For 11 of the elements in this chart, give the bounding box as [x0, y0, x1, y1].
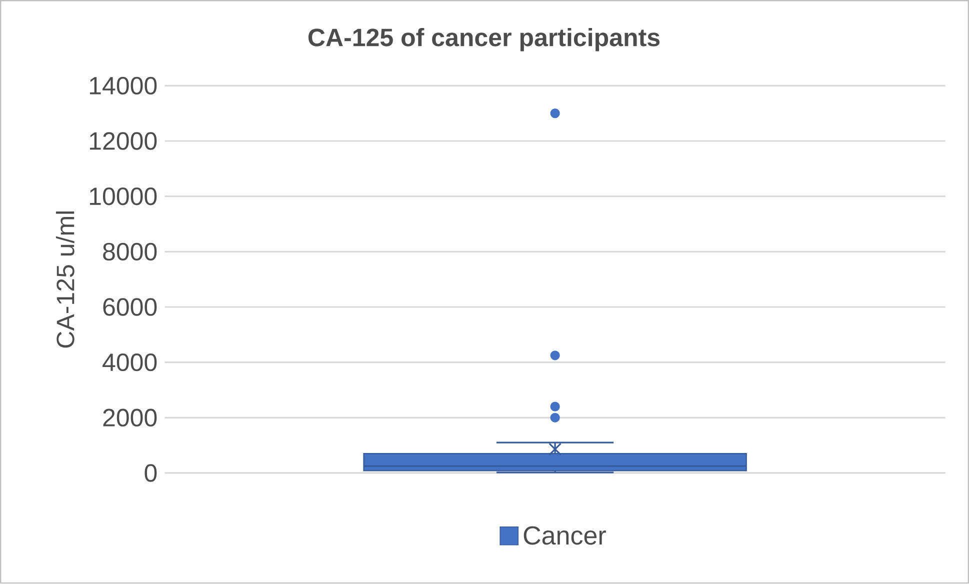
y-tick-label: 6000 — [103, 298, 157, 316]
y-tick-label: 8000 — [103, 242, 157, 261]
y-tick-label: 14000 — [90, 76, 157, 95]
chart-title: CA-125 of cancer participants — [308, 28, 660, 52]
y-tick-label: 2000 — [103, 408, 157, 427]
y-tick-label: 10000 — [90, 188, 157, 206]
y-axis-title: CA-125 u/ml — [56, 212, 74, 348]
y-tick-label: 4000 — [102, 354, 157, 372]
y-tick-label: 12000 — [90, 132, 157, 150]
y-tick-label: 0 — [144, 464, 157, 482]
legend-label: Cancer — [524, 526, 606, 545]
